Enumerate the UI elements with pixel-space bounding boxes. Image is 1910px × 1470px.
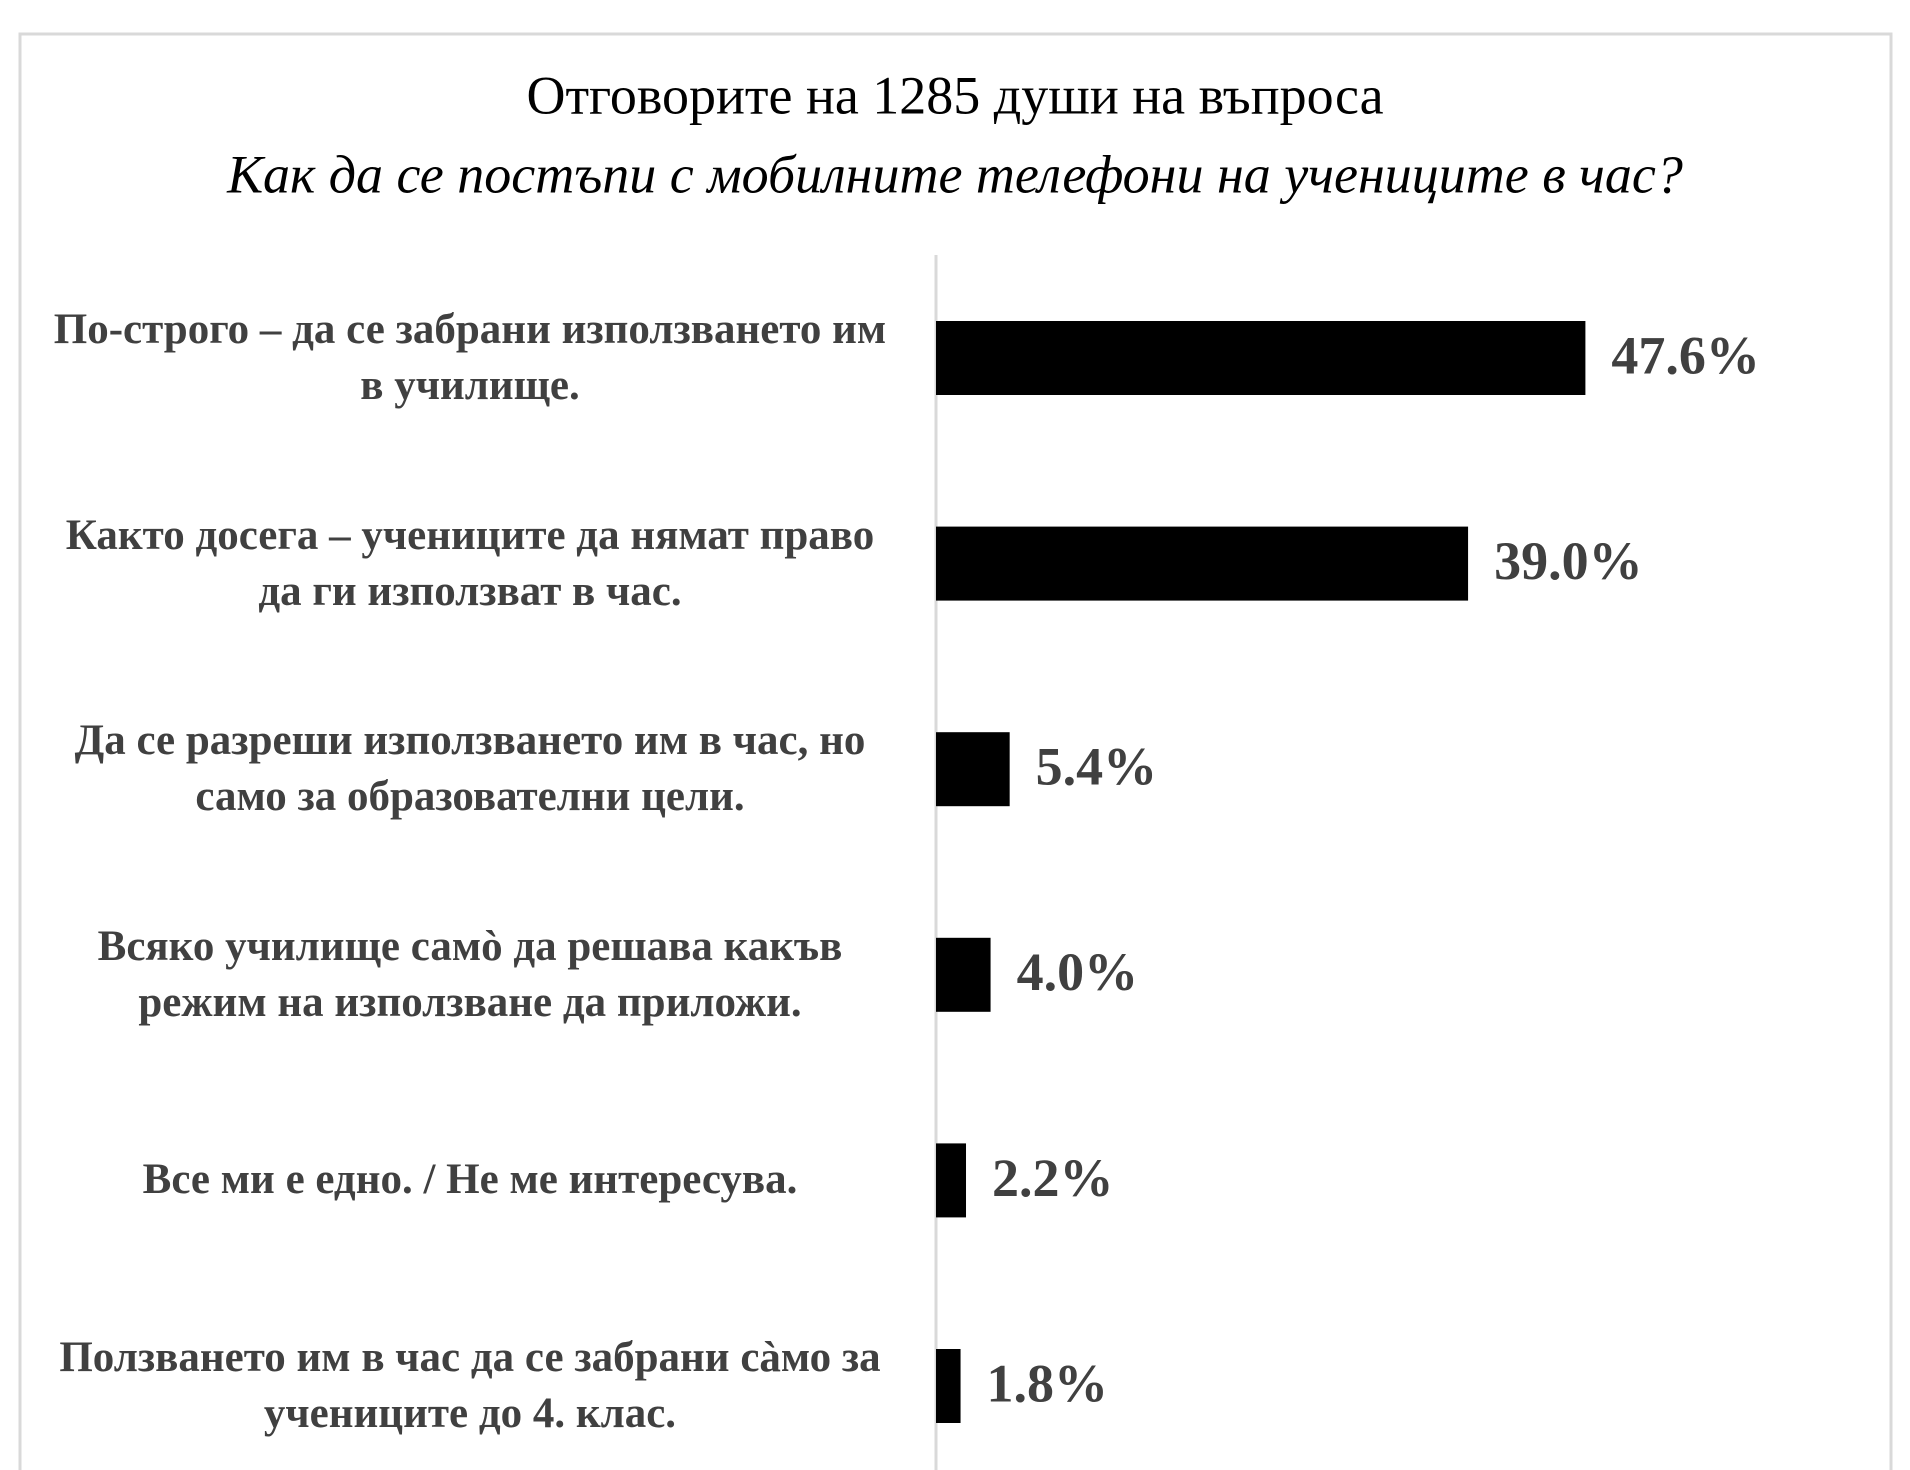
- bar: [936, 526, 1469, 601]
- category-label: Всяко училище самò да решава какъв режим…: [97, 922, 843, 1026]
- bar: [936, 321, 1586, 395]
- value-label: 39.0%: [1494, 531, 1643, 591]
- category-label: Ползването им в час да се забрани сàмо з…: [59, 1334, 881, 1437]
- bar: [936, 1143, 967, 1218]
- value-label: 47.6%: [1611, 325, 1760, 385]
- bar: [936, 732, 1010, 807]
- bar: [936, 1349, 961, 1423]
- category-label: Да се разреши използването им в час, но …: [74, 717, 866, 821]
- value-label: 2.2%: [992, 1148, 1114, 1208]
- value-label: 4.0%: [1017, 942, 1139, 1002]
- category-label: Както досега – учениците да нямат право …: [65, 511, 875, 615]
- category-label: Все ми е едно. / Не ме интересува.: [142, 1156, 798, 1204]
- value-label: 1.8%: [987, 1353, 1109, 1413]
- chart-title: Отговорите на 1285 души на въпроса: [526, 65, 1383, 125]
- bar: [936, 937, 991, 1012]
- category-label: По-строго – да се забрани използването и…: [53, 306, 887, 409]
- chart-subtitle: Как да се постъпи с мобилните телефони н…: [226, 144, 1683, 204]
- value-label: 5.4%: [1036, 737, 1158, 797]
